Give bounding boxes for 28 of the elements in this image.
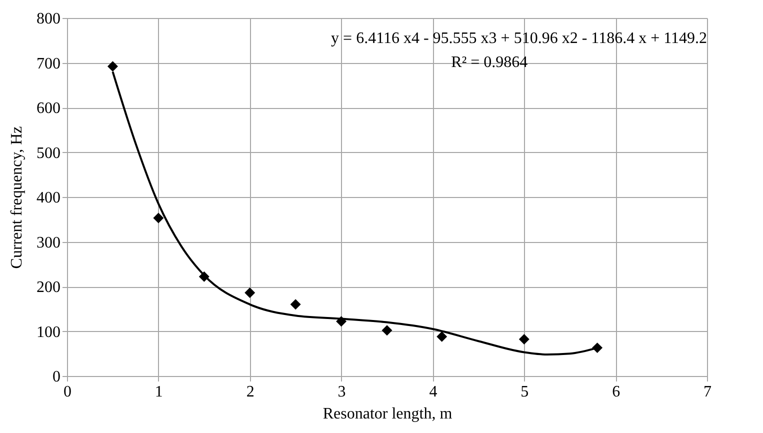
- x-tick-label: 7: [704, 384, 712, 400]
- y-axis-title: Current frequency, Hz: [8, 126, 26, 269]
- y-tick-label: 500: [36, 144, 60, 162]
- x-tick-label: 0: [64, 384, 72, 400]
- x-tick-label: 1: [154, 384, 163, 400]
- y-tick-label: 600: [36, 100, 60, 117]
- x-tick-label: 3: [338, 384, 346, 400]
- point: [107, 61, 118, 72]
- y-tick-label: 400: [36, 190, 60, 206]
- x-tick-label: 5: [520, 384, 529, 400]
- y-tick-label: 200: [36, 279, 60, 296]
- point: [518, 334, 530, 345]
- point: [290, 299, 301, 310]
- x-tick-label: 6: [612, 384, 620, 400]
- point: [436, 331, 448, 342]
- y-tick-label: 800: [36, 10, 60, 28]
- y-tick-label: 0: [52, 368, 60, 386]
- y-tick-label: 100: [36, 324, 60, 341]
- x-tick-label: 2: [246, 384, 254, 400]
- point: [382, 325, 392, 336]
- annotation: y = 6.4116 x4 - 95.555 x3 + 510.96 x2 - 1186.4 x + 1149.2: [331, 30, 707, 47]
- point: [244, 288, 256, 298]
- x-tick-label: 4: [429, 384, 438, 400]
- annotation: R² = 0.9864: [451, 54, 528, 71]
- y-tick-label: 300: [36, 234, 60, 252]
- y-tick-label: 700: [36, 55, 60, 72]
- x-axis-title: Resonator length, m: [322, 406, 453, 422]
- point: [153, 212, 164, 224]
